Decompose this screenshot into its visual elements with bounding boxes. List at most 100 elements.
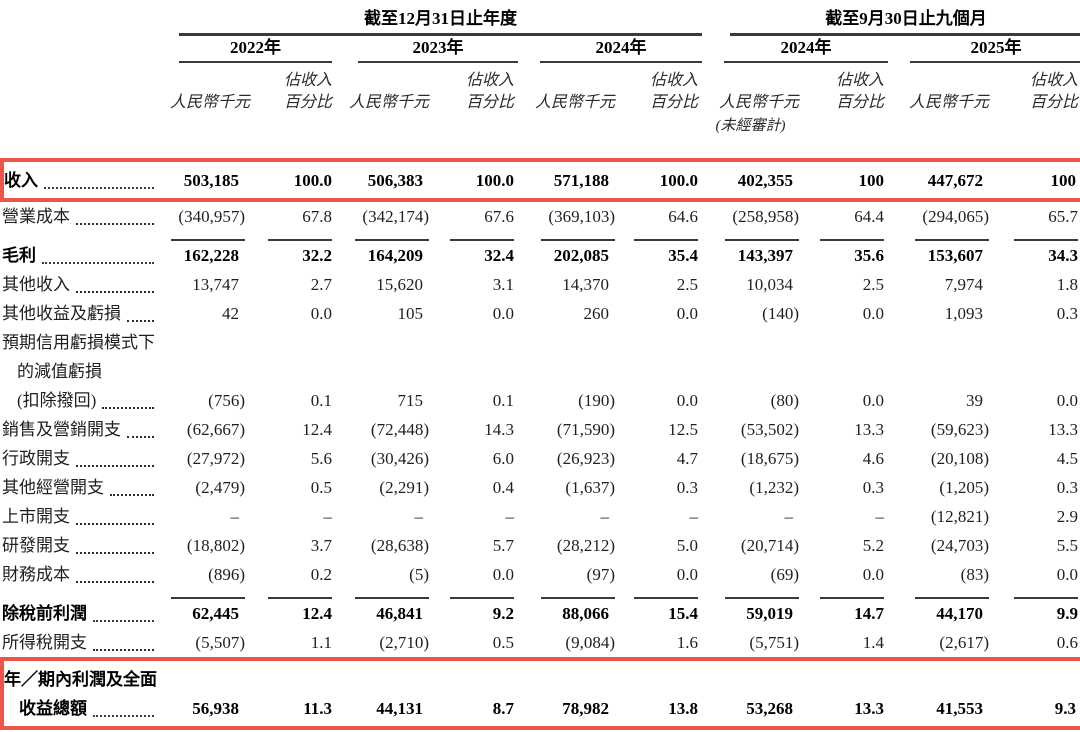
amount-cell: (53,502) — [740, 420, 799, 439]
row-label: 收入 — [0, 158, 170, 202]
amount-cell: 571,188 — [518, 158, 618, 202]
pct-of-revenue-cell: 5.2 — [862, 536, 884, 555]
pct-of-revenue-cell: 0.4 — [492, 478, 514, 497]
subtotal-rule — [541, 597, 615, 599]
row-label: 上市開支 — [2, 502, 170, 531]
amount-cell: (30,426) — [370, 449, 429, 468]
pct-of-revenue-cell: 0.3 — [676, 478, 698, 497]
pct-of-revenue-cell: 4.5 — [1056, 449, 1078, 468]
subtotal-rule — [355, 239, 429, 241]
amount-cell: 164,209 — [367, 246, 423, 265]
dot-leader — [110, 494, 154, 496]
pct-of-revenue-cell: 0.0 — [492, 304, 514, 323]
amount-cell: (294,065) — [922, 207, 989, 226]
table-row: 營業成本 (340,957) 67.8 (342,174) 67.6 (369,103) 6… — [2, 200, 1080, 231]
pct-of-revenue-cell: 3.1 — [492, 275, 514, 294]
pct-of-revenue-cell: 5.6 — [310, 449, 332, 468]
dot-leader — [127, 436, 154, 438]
dot-leader — [44, 187, 154, 189]
amount-cell: (28,212) — [556, 536, 615, 555]
pct-of-revenue-cell: 3.7 — [310, 536, 332, 555]
amount-cell: 202,085 — [553, 246, 609, 265]
pct-of-revenue-cell: 4.6 — [862, 449, 884, 468]
subtotal-rule — [634, 597, 698, 599]
pct-of-revenue-cell: 2.5 — [676, 275, 698, 294]
pct-subheader-2022: 佔收入 百分比 — [283, 72, 332, 111]
dot-leader — [102, 407, 154, 409]
pct-of-revenue-cell: 35.4 — [668, 246, 698, 265]
amount-cell: 10,034 — [746, 275, 793, 294]
pct-of-revenue-cell: 65.7 — [1048, 207, 1078, 226]
pct-of-revenue-cell: 15.4 — [668, 604, 698, 623]
annual-period-title: 截至12月31日止年度 — [364, 9, 517, 28]
pct-of-revenue-cell: 0.0 — [1056, 391, 1078, 410]
pct-of-revenue-cell: – — [323, 507, 333, 526]
table-row: 其他經營開支 (2,479) 0.5 (2,291) 0.4 (1,637) 0.3 (1,2… — [2, 473, 1080, 502]
amount-cell: (369,103) — [548, 207, 615, 226]
row-label: 行政開支 — [2, 444, 170, 473]
amount-cell: (1,232) — [749, 478, 799, 497]
interim-period-header: 截至9月30日止九個月 — [702, 8, 1080, 36]
dot-leader — [76, 223, 154, 225]
row-label: 除稅前利潤 — [2, 599, 170, 628]
pct-of-revenue-cell: 0.3 — [862, 478, 884, 497]
pct-of-revenue-cell: – — [689, 507, 699, 526]
pct-of-revenue-cell: 67.6 — [484, 207, 514, 226]
pct-of-revenue-cell: 13.3 — [802, 657, 888, 730]
income-statement-table: 截至12月31日止年度 截至9月30日止九個月 2022年 2023年 2024… — [0, 8, 1080, 730]
pct-of-revenue-cell: 13.3 — [1048, 420, 1078, 439]
amount-cell: 143,397 — [737, 246, 793, 265]
pct-of-revenue-cell: 0.6 — [1056, 633, 1078, 652]
amount-cell: (1,637) — [565, 478, 615, 497]
table-row: 收入 503,185 100.0 506,383 100.0 571,188 100.0 40… — [0, 158, 1080, 202]
amount-cell: (20,108) — [930, 449, 989, 468]
pct-subheader-2023: 佔收入 百分比 — [465, 72, 514, 111]
pct-of-revenue-cell: 11.3 — [248, 657, 336, 730]
amount-cell: (97) — [586, 565, 615, 584]
amount-cell: (5,751) — [749, 633, 799, 652]
unaudited-note: (未經審計) — [715, 118, 786, 134]
subtotal-rule — [171, 597, 245, 599]
subtotal-rule — [915, 597, 989, 599]
amount-cell: (72,448) — [370, 420, 429, 439]
table-row: 行政開支 (27,972) 5.6 (30,426) 6.0 (26,923) 4.7 (18… — [2, 444, 1080, 473]
amount-cell: (340,957) — [178, 207, 245, 226]
pct-of-revenue-cell: 0.5 — [310, 478, 332, 497]
amount-cell: (62,667) — [186, 420, 245, 439]
pct-of-revenue-cell: 0.2 — [310, 565, 332, 584]
pct-of-revenue-cell: 13.3 — [854, 420, 884, 439]
year-header-2022: 2022年 — [170, 36, 336, 63]
amount-cell: (896) — [208, 565, 245, 584]
table-row: 所得稅開支 (5,507) 1.1 (2,710) 0.5 (9,084) 1.6 (5,75… — [2, 628, 1080, 659]
pct-of-revenue-cell: 9.3 — [992, 657, 1080, 730]
pct-of-revenue-cell: 100 — [992, 158, 1080, 202]
table-row: 其他收益及虧損 42 0.0 105 0.0 260 0.0 (140) 0.0 1,093 0.3 — [2, 299, 1080, 328]
pct-of-revenue-cell: 0.1 — [492, 391, 514, 410]
amount-cell: 13,747 — [192, 275, 239, 294]
amount-cell: 56,938 — [170, 657, 248, 730]
subtotal-rule — [820, 239, 884, 241]
dot-leader — [93, 715, 154, 717]
pct-of-revenue-cell: – — [875, 507, 885, 526]
pct-of-revenue-cell: 13.8 — [618, 657, 702, 730]
annual-period-header: 截至12月31日止年度 — [170, 8, 702, 36]
subtotal-rule-row — [2, 589, 1080, 599]
currency-subheader-2024: 人民幣千元 — [534, 94, 615, 111]
row-label: 其他收入 — [2, 270, 170, 299]
pct-of-revenue-cell: 4.7 — [676, 449, 698, 468]
row-label: 其他收益及虧損 — [2, 299, 170, 328]
pct-of-revenue-cell: 100.0 — [248, 158, 336, 202]
row-label: 營業成本 — [2, 200, 170, 231]
pct-of-revenue-cell: 12.4 — [302, 604, 332, 623]
dot-leader — [93, 620, 154, 622]
pct-of-revenue-cell: 0.5 — [492, 633, 514, 652]
dot-leader — [127, 320, 154, 322]
amount-cell: (5,507) — [195, 633, 245, 652]
financial-table-page: 截至12月31日止年度 截至9月30日止九個月 2022年 2023年 2024… — [0, 8, 1080, 730]
pct-of-revenue-cell: 9.9 — [1056, 604, 1078, 623]
year-header-2024: 2024年 — [518, 36, 702, 63]
table-row: 年／期內利潤及全面 收益總額 56,938 11.3 44,131 8.7 78,982 13… — [0, 657, 1080, 730]
subtotal-rule — [268, 239, 332, 241]
year-header-2024-interim: 2024年 — [702, 36, 888, 63]
amount-cell: (69) — [770, 565, 799, 584]
